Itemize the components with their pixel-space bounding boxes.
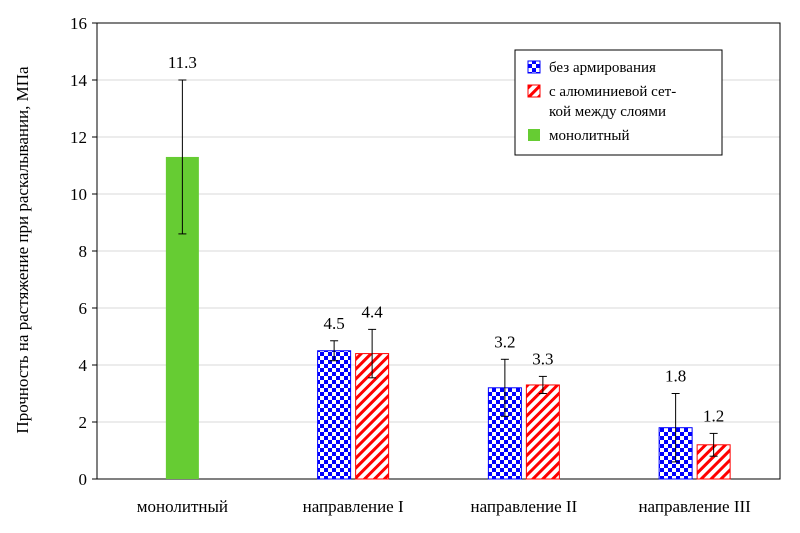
bars	[165, 79, 731, 480]
data-label: 3.2	[494, 332, 515, 351]
y-tick-label: 8	[79, 242, 88, 261]
legend-label: кой между слоями	[549, 104, 666, 120]
data-label: 3.3	[532, 349, 553, 368]
gridlines	[97, 22, 780, 423]
bar	[525, 384, 560, 480]
y-tick-label: 10	[70, 185, 87, 204]
y-axis-label: Прочность на растяжение при раскалывании…	[13, 66, 32, 434]
y-tick-label: 4	[79, 356, 88, 375]
y-tick-label: 16	[70, 14, 87, 33]
data-labels: 11.3 4.5 4.4 3.2 3.3 1.8 1.2	[168, 53, 724, 425]
legend-label: с алюминиевой сет-	[549, 84, 676, 100]
legend: без армирования с алюминиевой сет-кой меж…	[514, 49, 723, 156]
bar	[487, 387, 522, 480]
legend-swatch	[527, 60, 541, 74]
data-label: 4.4	[362, 302, 384, 321]
legend-label: монолитный	[549, 128, 630, 144]
y-tick-label: 14	[70, 71, 88, 90]
category-label: направление II	[471, 497, 578, 516]
category-label: монолитный	[137, 497, 228, 516]
legend-swatch	[527, 84, 541, 98]
legend-swatch	[528, 129, 540, 141]
plot-frame	[96, 22, 781, 480]
y-tick-label: 6	[79, 299, 88, 318]
data-label: 1.8	[665, 367, 686, 386]
y-tick-label: 2	[79, 413, 88, 432]
legend-label: без армирования	[549, 60, 656, 76]
axes: 0 2 4 6 8 10 12 14 16 монолитный направление I напр…	[70, 14, 781, 516]
category-label: направление III	[638, 497, 751, 516]
y-tick-label: 0	[79, 470, 88, 489]
bar	[317, 350, 352, 480]
data-label: 11.3	[168, 53, 197, 72]
data-label: 4.5	[324, 314, 345, 333]
y-tick-label: 12	[70, 128, 87, 147]
legend-box	[514, 49, 723, 156]
data-label: 1.2	[703, 406, 724, 425]
category-label: направление I	[303, 497, 404, 516]
